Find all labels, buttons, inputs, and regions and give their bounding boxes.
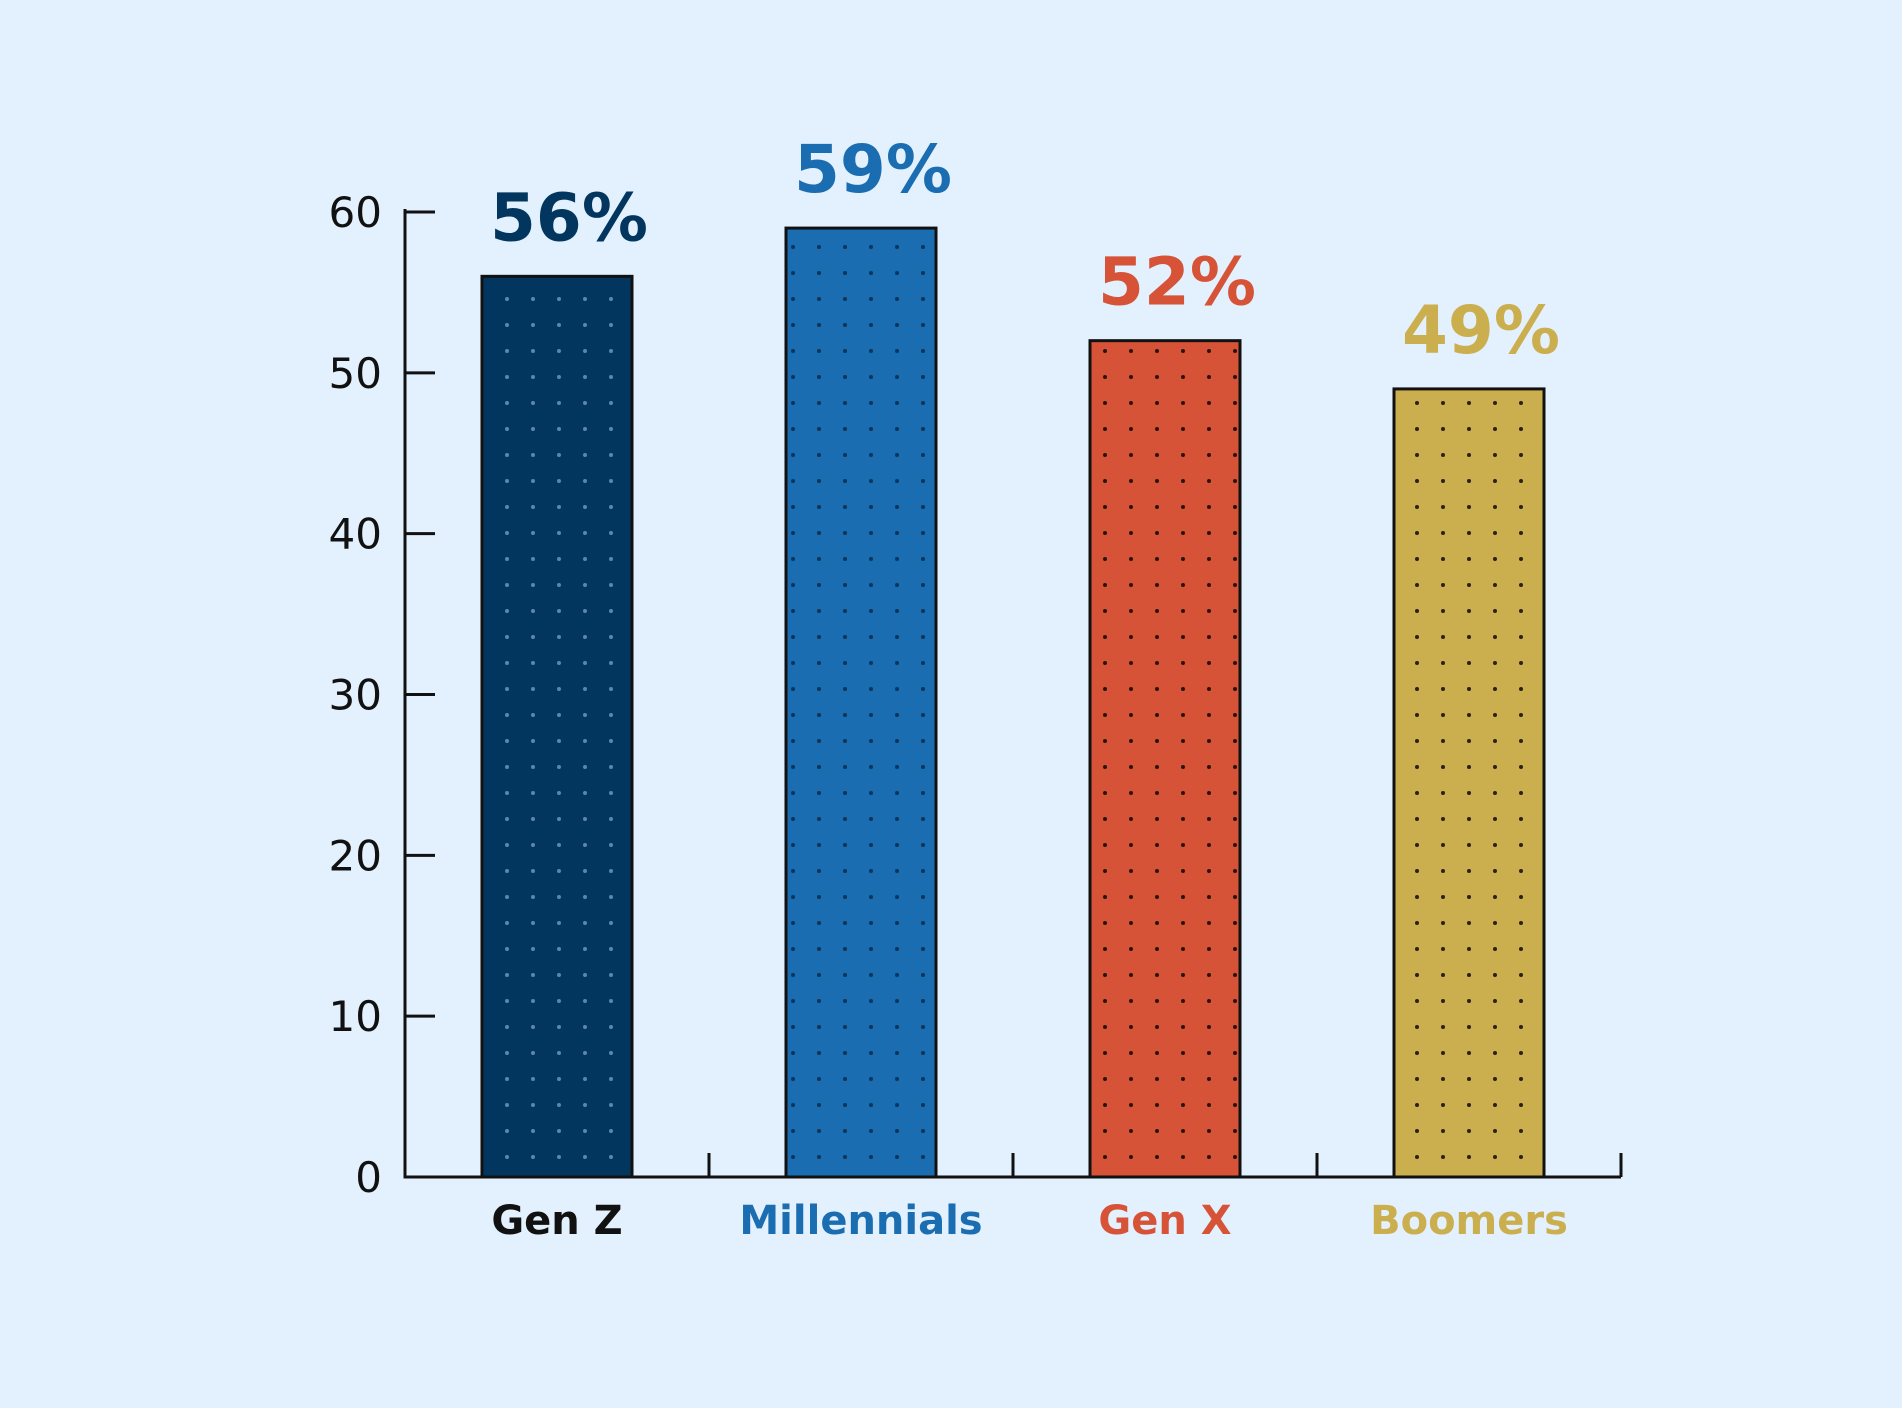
category-label: Boomers — [1370, 1198, 1568, 1244]
y-tick-label: 20 — [329, 831, 382, 880]
bar-boomers — [1392, 387, 1546, 1179]
category-label: Gen X — [1098, 1198, 1231, 1244]
value-label: 49% — [1402, 292, 1560, 369]
y-axis-ticks: 0 10 20 30 40 50 60 — [329, 188, 435, 1202]
y-tick-label: 30 — [329, 671, 382, 720]
x-axis-ticks — [707, 1153, 1623, 1177]
y-tick-label: 0 — [355, 1153, 382, 1202]
value-label: 59% — [794, 131, 952, 208]
bars — [480, 226, 1546, 1179]
y-tick-label: 50 — [329, 349, 382, 398]
value-label: 56% — [490, 179, 648, 256]
y-tick-label: 10 — [329, 992, 382, 1041]
category-label: Millennials — [739, 1198, 982, 1244]
category-label: Gen Z — [491, 1198, 622, 1244]
category-labels: Gen Z Millennials Gen X Boomers — [491, 1198, 1568, 1244]
bar-millennials — [784, 226, 938, 1179]
y-tick-label: 60 — [329, 188, 382, 237]
value-label: 52% — [1098, 244, 1256, 321]
bar-gen-x — [1088, 339, 1242, 1179]
value-labels: 56% 59% 52% 49% — [490, 131, 1560, 369]
bar-gen-z — [480, 274, 634, 1179]
y-tick-label: 40 — [329, 510, 382, 559]
